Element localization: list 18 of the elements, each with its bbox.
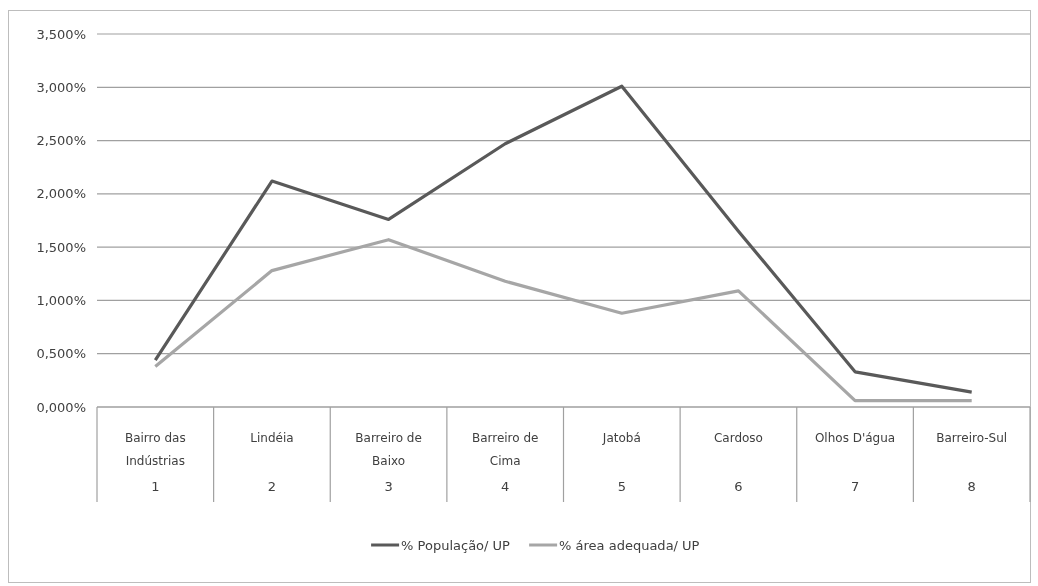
category-label: Lindéia 2 — [250, 431, 294, 494]
y-tick-label: 2,000% — [36, 186, 86, 202]
y-tick-label: 0,500% — [36, 346, 86, 362]
category-label: Barreiro-Sul 8 — [936, 431, 1008, 494]
x-tick-label: Bairro das Indústrias 1 — [124, 431, 186, 494]
legend-label: % área adequada/ UP — [559, 537, 700, 553]
legend-label: % População/ UP — [401, 537, 511, 553]
y-tick-label: 0,000% — [36, 399, 86, 415]
x-tick-label: Barreiro de Baixo 3 — [355, 431, 422, 494]
category-label: Cardoso 6 — [713, 431, 763, 494]
y-tick-label: 1,500% — [36, 239, 86, 255]
x-tick-label: Barreiro de Cima 4 — [471, 431, 539, 494]
y-tick-label: 3,000% — [36, 79, 86, 95]
category-label: Olhos D'água 7 — [814, 431, 896, 494]
y-tick-label: 1,000% — [36, 292, 86, 308]
y-tick-label: 3,500% — [36, 26, 86, 42]
y-tick-label: 2,500% — [36, 133, 86, 149]
category-label: Jatobá 5 — [602, 431, 641, 494]
